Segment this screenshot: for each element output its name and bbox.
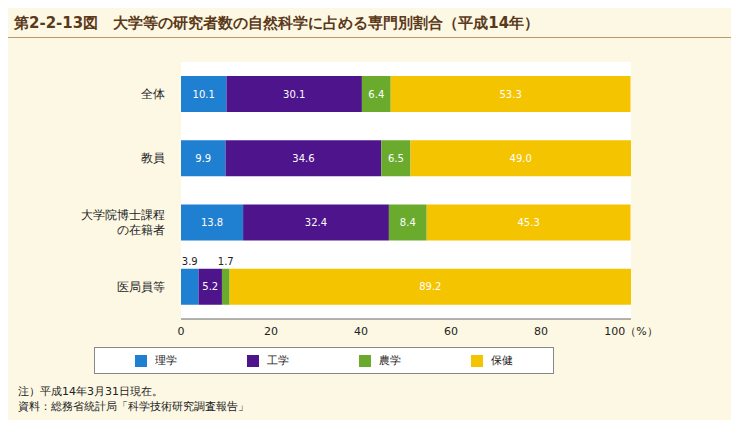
svg-text:3.9: 3.9 xyxy=(182,256,198,267)
svg-text:60: 60 xyxy=(444,325,458,338)
html-text:理学: 理学 xyxy=(154,354,177,367)
svg-text:45.3: 45.3 xyxy=(517,217,539,228)
svg-text:13.8: 13.8 xyxy=(201,217,223,228)
svg-text:49.0: 49.0 xyxy=(510,153,532,164)
html-text:保健: 保健 xyxy=(490,354,513,367)
svg-text:5.2: 5.2 xyxy=(202,281,218,292)
svg-text:40: 40 xyxy=(354,325,368,338)
svg-text:34.6: 34.6 xyxy=(292,153,314,164)
html-text:第2-2-13図 大学等の研究者数の自然科学に占める専門別割: 第2-2-13図 大学等の研究者数の自然科学に占める専門別割合（平成14年） xyxy=(14,14,540,32)
html-text:工学: 工学 xyxy=(266,354,289,367)
svg-text:大学院博士課程の在籍者: 大学院博士課程の在籍者 xyxy=(81,208,165,237)
svg-text:9.9: 9.9 xyxy=(195,153,211,164)
svg-text:53.3: 53.3 xyxy=(499,89,521,100)
svg-text:6.5: 6.5 xyxy=(388,153,404,164)
svg-text:全体: 全体 xyxy=(141,87,165,101)
svg-text:6.4: 6.4 xyxy=(368,89,384,100)
svg-text:8.4: 8.4 xyxy=(400,217,416,228)
svg-text:100（%）: 100（%） xyxy=(604,325,657,338)
svg-text:医局員等: 医局員等 xyxy=(117,280,165,294)
svg-text:80: 80 xyxy=(534,325,548,338)
svg-text:20: 20 xyxy=(264,325,278,338)
svg-text:89.2: 89.2 xyxy=(419,281,441,292)
html-text:注）平成14年3月31日現在。: 注）平成14年3月31日現在。 xyxy=(18,385,163,398)
svg-text:30.1: 30.1 xyxy=(283,89,305,100)
html-text:農学: 農学 xyxy=(378,354,401,367)
svg-text:1.7: 1.7 xyxy=(218,256,234,267)
html-text:資料：総務省統計局「科学技術研究調査報告」: 資料：総務省統計局「科学技術研究調査報告」 xyxy=(18,400,249,413)
svg-text:0: 0 xyxy=(178,325,185,338)
svg-text:10.1: 10.1 xyxy=(193,89,215,100)
svg-text:32.4: 32.4 xyxy=(305,217,327,228)
svg-text:教員: 教員 xyxy=(141,151,165,165)
